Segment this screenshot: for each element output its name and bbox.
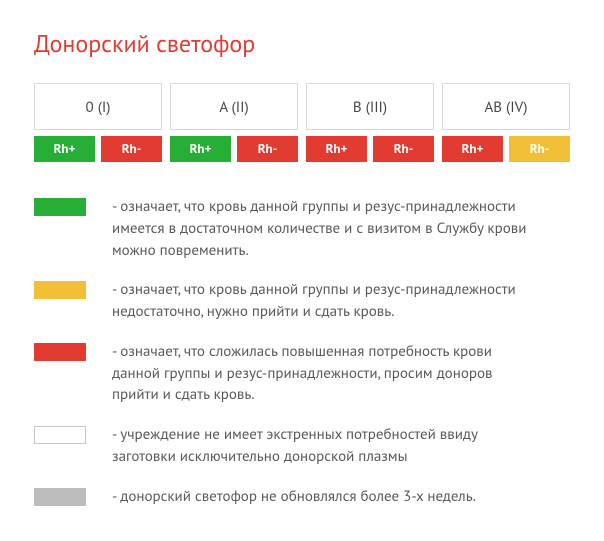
- legend-text: - означает, что кровь данной группы и ре…: [112, 279, 532, 323]
- group-cell: AB (IV): [442, 83, 570, 130]
- rh-plus-chip: Rh+: [442, 136, 503, 162]
- legend-swatch: [34, 426, 86, 444]
- rh-status-row: Rh+ Rh- Rh+ Rh- Rh+ Rh- Rh+ Rh-: [34, 136, 570, 162]
- legend-row: - означает, что сложилась повышенная пот…: [34, 341, 570, 406]
- rh-minus-chip: Rh-: [509, 136, 570, 162]
- legend-row: - означает, что кровь данной группы и ре…: [34, 279, 570, 323]
- rh-plus-chip: Rh+: [34, 136, 95, 162]
- group-cell: 0 (I): [34, 83, 162, 130]
- group-cell: B (III): [306, 83, 434, 130]
- legend-swatch: [34, 281, 86, 299]
- rh-plus-chip: Rh+: [170, 136, 231, 162]
- legend-text: - донорский светофор не обновлялся более…: [112, 486, 476, 508]
- rh-plus-chip: Rh+: [306, 136, 367, 162]
- rh-pair: Rh+ Rh-: [306, 136, 434, 162]
- legend-swatch: [34, 488, 86, 506]
- legend-row: - означает, что кровь данной группы и ре…: [34, 196, 570, 261]
- rh-pair: Rh+ Rh-: [170, 136, 298, 162]
- blood-groups-row: 0 (I) A (II) B (III) AB (IV): [34, 83, 570, 130]
- page-title: Донорский светофор: [34, 28, 570, 59]
- legend-row: - учреждение не имеет экстренных потребн…: [34, 424, 570, 468]
- rh-minus-chip: Rh-: [101, 136, 162, 162]
- rh-pair: Rh+ Rh-: [442, 136, 570, 162]
- rh-minus-chip: Rh-: [373, 136, 434, 162]
- legend-swatch: [34, 343, 86, 361]
- legend-row: - донорский светофор не обновлялся более…: [34, 486, 570, 508]
- legend-text: - означает, что сложилась повышенная пот…: [112, 341, 532, 406]
- rh-pair: Rh+ Rh-: [34, 136, 162, 162]
- legend-text: - учреждение не имеет экстренных потребн…: [112, 424, 532, 468]
- legend: - означает, что кровь данной группы и ре…: [34, 196, 570, 507]
- rh-minus-chip: Rh-: [237, 136, 298, 162]
- legend-text: - означает, что кровь данной группы и ре…: [112, 196, 532, 261]
- legend-swatch: [34, 198, 86, 216]
- group-cell: A (II): [170, 83, 298, 130]
